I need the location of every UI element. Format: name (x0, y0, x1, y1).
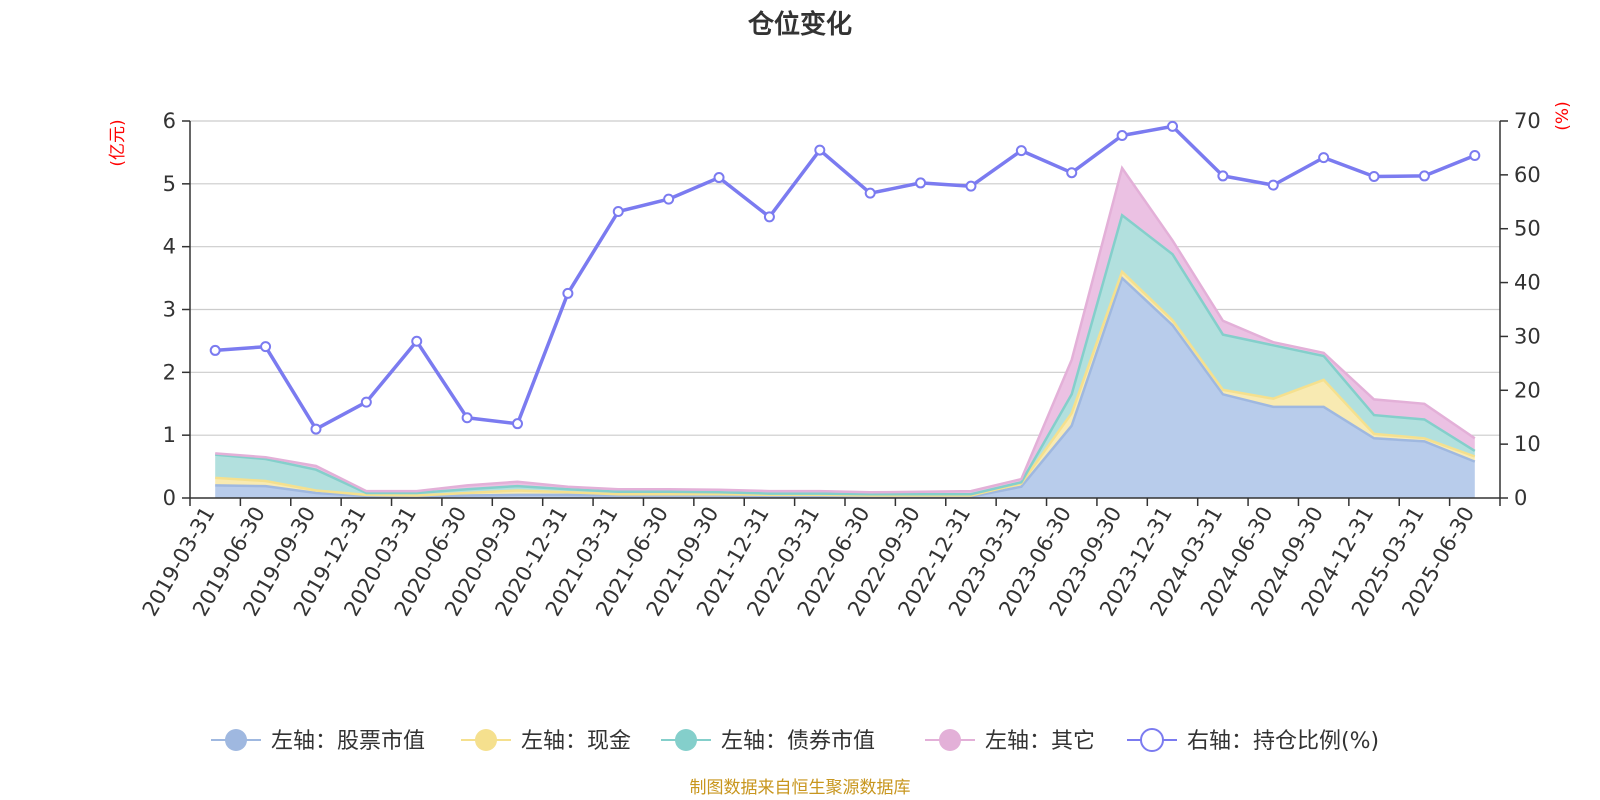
legend-item: 左轴：现金 (461, 729, 631, 754)
y-left-unit: (亿元) (108, 119, 128, 166)
area-series-3 (215, 168, 1475, 495)
stacked-areas (215, 165, 1476, 498)
legend-item: 左轴：股票市值 (211, 729, 425, 754)
ratio-line-point (360, 396, 372, 408)
ratio-line-point (461, 412, 473, 424)
y-left-tick-label: 3 (163, 298, 176, 322)
y-left-tick-label: 2 (163, 360, 176, 384)
ratio-line-point (1217, 170, 1229, 182)
y-right-tick-label: 20 (1514, 378, 1541, 402)
legend-item: 右轴：持仓比例(%) (1127, 728, 1379, 754)
ratio-line-point (260, 341, 272, 353)
legend-marker (675, 729, 697, 751)
ratio-line-point (1318, 152, 1330, 164)
ratio-line-point (1267, 179, 1279, 191)
legend-marker (225, 729, 247, 751)
legend-item: 左轴：其它 (925, 729, 1095, 754)
ratio-line-point (965, 180, 977, 192)
y-left-tick-label: 4 (163, 235, 176, 259)
ratio-line-series (209, 120, 1481, 435)
y-right-tick-label: 0 (1514, 486, 1527, 510)
ratio-line-point (814, 144, 826, 156)
legend-marker (939, 729, 961, 751)
area-top-line-3 (215, 165, 1476, 494)
y-right-tick-label: 60 (1514, 163, 1541, 187)
ratio-line-point (1116, 130, 1128, 142)
ratio-line-point (1368, 170, 1380, 182)
legend-label: 左轴：其它 (985, 729, 1095, 754)
ratio-line-point (1418, 170, 1430, 182)
legend-label: 右轴：持仓比例(%) (1187, 729, 1379, 754)
ratio-line-point (1469, 149, 1481, 161)
y-left-tick-label: 0 (163, 486, 176, 510)
ratio-line-point (864, 187, 876, 199)
y-right-tick-label: 40 (1514, 271, 1541, 295)
ratio-line-point (562, 287, 574, 299)
ratio-line-path (215, 124, 1476, 431)
legend: 左轴：股票市值 左轴：现金 左轴：债券市值 左轴：其它 右轴：持仓比例(%) (211, 728, 1379, 754)
legend-label: 左轴：债券市值 (721, 729, 875, 754)
legend-label: 左轴：股票市值 (271, 729, 425, 754)
legend-marker (475, 729, 497, 751)
y-right-tick-label: 10 (1514, 432, 1541, 456)
legend-marker (1140, 728, 1164, 752)
legend-label: 左轴：现金 (521, 729, 631, 754)
y-right-tick-label: 50 (1514, 217, 1541, 241)
ratio-line-point (512, 418, 523, 430)
area-series-2 (215, 215, 1475, 496)
ratio-line-point (915, 177, 927, 189)
ratio-line-point (1066, 167, 1078, 179)
legend-item: 左轴：债券市值 (661, 729, 875, 754)
ratio-line-point (663, 193, 675, 205)
y-left-tick-label: 6 (163, 109, 176, 133)
area-series-0 (215, 278, 1475, 498)
ratio-line-point (763, 211, 775, 223)
y-left-tick-label: 1 (163, 423, 176, 447)
y-right-tick-label: 30 (1514, 324, 1541, 348)
ratio-line-point (713, 172, 725, 184)
ratio-line-point (411, 335, 423, 347)
area-top-line-2 (215, 213, 1476, 496)
ratio-line-point (1167, 120, 1178, 132)
chart-title: 仓位变化 (747, 9, 852, 40)
y-right-tick-label: 70 (1514, 109, 1541, 133)
ratio-line-point (209, 344, 221, 356)
ratio-line-point (1015, 145, 1027, 157)
y-left-tick-label: 5 (163, 172, 176, 196)
ratio-line-point (310, 423, 322, 435)
y-right-unit: (%) (1553, 101, 1573, 130)
area-top-line-1 (215, 269, 1476, 497)
ratio-line-point (612, 205, 624, 217)
data-source-note: 制图数据来自恒生聚源数据库 (690, 778, 911, 798)
